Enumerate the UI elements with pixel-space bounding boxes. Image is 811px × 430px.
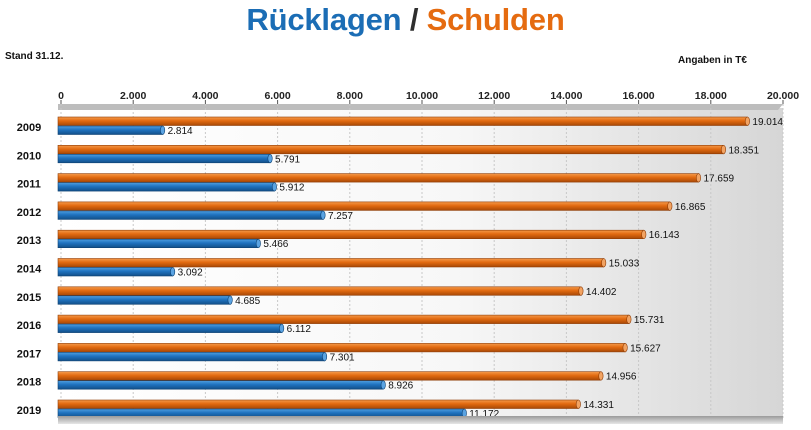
data-label-schulden: 14.956 — [606, 372, 637, 383]
bar-schulden — [57, 314, 630, 324]
y-category-label: 2010 — [17, 150, 41, 162]
y-category-label: 2017 — [17, 348, 41, 360]
title-schulden: Schulden — [426, 2, 565, 37]
data-label-ruecklagen: 4.685 — [235, 296, 260, 307]
data-label-ruecklagen: 11.172 — [469, 409, 499, 420]
title-ruecklagen: Rücklagen — [246, 2, 402, 37]
bar-ruecklagen — [57, 182, 275, 192]
bar-ruecklagen — [57, 380, 384, 390]
bar-cap — [578, 286, 584, 296]
y-category-label: 2016 — [17, 320, 41, 332]
plot-floor — [58, 416, 783, 424]
data-label-schulden: 19.014 — [752, 117, 783, 128]
bar-schulden — [57, 343, 626, 353]
bar-cap — [227, 295, 233, 305]
bar-cap — [255, 238, 261, 248]
bar-cap — [322, 352, 328, 362]
bar-schulden — [57, 145, 724, 155]
bar-cap — [271, 182, 277, 192]
data-label-ruecklagen: 3.092 — [178, 268, 203, 279]
bar-cap — [575, 399, 581, 409]
data-label-schulden: 16.865 — [675, 202, 706, 213]
x-tick-label: 4.000 — [192, 90, 218, 102]
data-label-schulden: 15.627 — [630, 343, 661, 354]
bar-cap — [598, 371, 604, 381]
x-tick-label: 20.000 — [767, 90, 799, 102]
x-tick-label: 6.000 — [264, 90, 290, 102]
bar-ruecklagen — [57, 352, 325, 362]
bar-cap — [720, 145, 726, 155]
data-label-schulden: 15.033 — [609, 259, 640, 270]
bar-schulden — [57, 173, 699, 183]
data-label-ruecklagen: 5.466 — [263, 239, 288, 250]
data-label-schulden: 18.351 — [728, 145, 759, 156]
bar-schulden — [57, 116, 748, 126]
bar-cap — [626, 314, 632, 324]
y-category-label: 2015 — [17, 292, 41, 304]
bar-ruecklagen — [57, 210, 324, 220]
data-label-schulden: 15.731 — [634, 315, 665, 326]
x-tick-label: 10.000 — [406, 90, 438, 102]
y-category-label: 2011 — [17, 179, 41, 191]
data-label-ruecklagen: 8.926 — [388, 381, 413, 392]
bar-cap — [380, 380, 386, 390]
bar-cap — [170, 267, 176, 277]
chart-title: Rücklagen / Schulden — [0, 0, 811, 40]
unit-note: Angaben in T€ — [678, 55, 747, 66]
bar-schulden — [57, 229, 645, 239]
bar-cap — [695, 173, 701, 183]
x-tick-label: 16.000 — [623, 90, 655, 102]
y-category-label: 2014 — [17, 264, 42, 276]
title-separator: / — [409, 2, 419, 37]
y-category-label: 2019 — [17, 405, 41, 417]
y-category-label: 2013 — [17, 235, 41, 247]
data-label-schulden: 16.143 — [649, 230, 680, 241]
bar-cap — [279, 323, 285, 333]
bar-ruecklagen — [57, 267, 173, 277]
bar-schulden — [57, 258, 604, 268]
bar-ruecklagen — [57, 323, 282, 333]
x-tick-label: 18.000 — [695, 90, 727, 102]
bar-cap — [667, 201, 673, 211]
data-label-ruecklagen: 7.257 — [328, 211, 353, 222]
bar-cap — [267, 154, 273, 164]
bar-cap — [601, 258, 607, 268]
data-label-ruecklagen: 6.112 — [287, 324, 312, 335]
data-label-schulden: 14.402 — [586, 287, 617, 298]
bar-cap — [744, 116, 750, 126]
bar-ruecklagen — [57, 238, 259, 248]
x-tick-label: 0 — [58, 90, 64, 102]
x-tick-label: 8.000 — [337, 90, 363, 102]
plot-top-edge — [58, 104, 783, 110]
bar-schulden — [57, 201, 671, 211]
y-category-label: 2012 — [17, 207, 41, 219]
data-label-ruecklagen: 5.791 — [275, 154, 300, 165]
bar-schulden — [57, 399, 579, 409]
bar-cap — [160, 125, 166, 135]
data-label-ruecklagen: 5.912 — [279, 183, 304, 194]
data-label-schulden: 17.659 — [703, 174, 734, 185]
y-category-label: 2018 — [17, 377, 41, 389]
bar-ruecklagen — [57, 295, 231, 305]
y-category-label: 2009 — [17, 122, 41, 134]
bar-cap — [320, 210, 326, 220]
reference-date-note: Stand 31.12. — [5, 51, 64, 62]
data-label-schulden: 14.331 — [583, 400, 614, 411]
bar-schulden — [57, 371, 602, 381]
bar-cap — [622, 343, 628, 353]
data-label-ruecklagen: 2.814 — [168, 126, 193, 137]
bar-ruecklagen — [57, 125, 163, 135]
x-tick-label: 12.000 — [478, 90, 510, 102]
x-tick-label: 14.000 — [550, 90, 582, 102]
bar-cap — [641, 229, 647, 239]
bar-ruecklagen — [57, 154, 271, 164]
bar-schulden — [57, 286, 582, 296]
data-label-ruecklagen: 7.301 — [330, 352, 355, 363]
x-tick-label: 2.000 — [120, 90, 146, 102]
